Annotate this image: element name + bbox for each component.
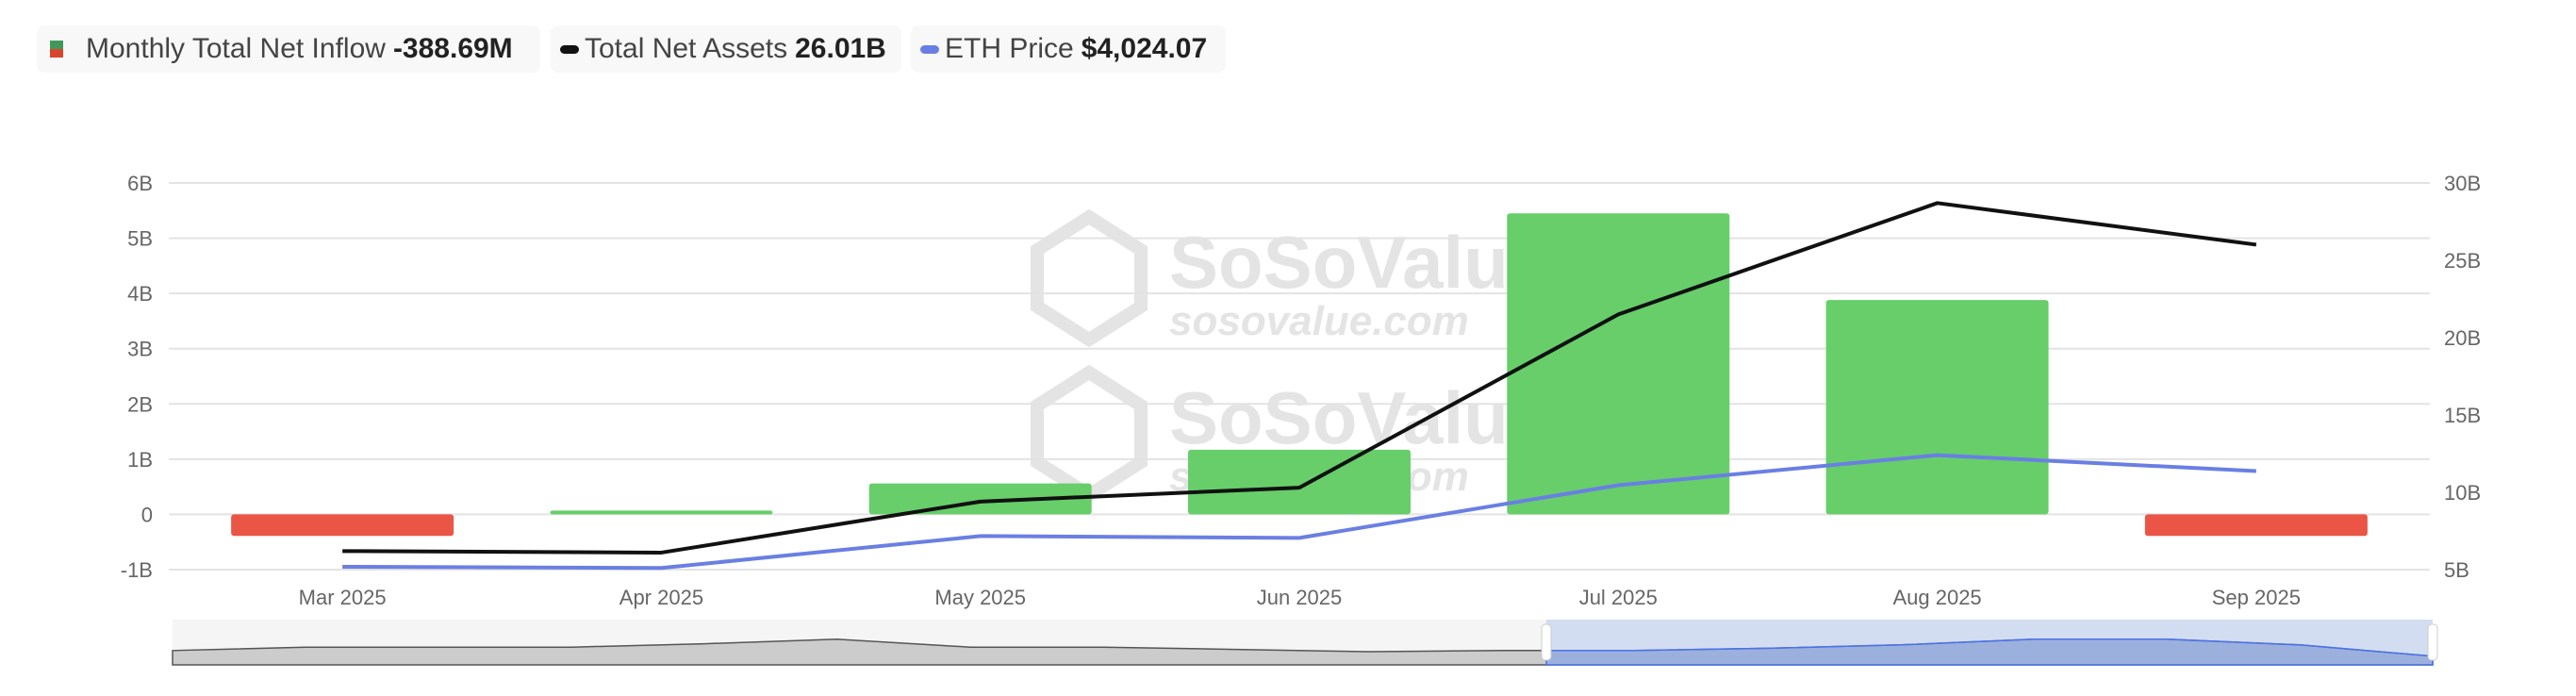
net-inflow-swatch-icon	[50, 41, 63, 58]
watermark-url: sosovalue.com	[1169, 298, 1469, 344]
x-axis-tick: Sep 2025	[2212, 586, 2301, 609]
legend-value: -388.69M	[392, 33, 513, 64]
right-axis-tick: 20B	[2444, 326, 2481, 350]
left-axis-tick: 4B	[127, 282, 153, 306]
bar-sep-2025	[2144, 514, 2368, 537]
legend-value: $4,024.07	[1081, 33, 1208, 64]
lines	[342, 201, 2257, 571]
sosovalue-logo-icon	[1031, 364, 1148, 504]
navigator[interactable]	[172, 620, 2438, 666]
left-axis-tick: 3B	[127, 338, 153, 361]
bar-mar-2025	[231, 514, 454, 537]
left-axis-tick: 2B	[127, 392, 153, 416]
x-axis-tick: Apr 2025	[619, 586, 703, 609]
legend-label: Total Net Assets	[585, 33, 788, 64]
watermark-brand: SoSoValue	[1169, 221, 1549, 304]
sosovalue-logo-icon	[1031, 208, 1148, 348]
legend-total-net-assets[interactable]: Total Net Assets 26.01B	[551, 25, 901, 73]
eth-price-swatch-icon	[920, 44, 939, 54]
left-axis: 6B 5B 4B 3B 2B 1B 0 -1B	[121, 172, 153, 582]
bar-jul-2025	[1507, 213, 1730, 515]
net-assets-swatch-icon	[560, 44, 579, 54]
left-axis-tick: 5B	[127, 227, 153, 251]
legend-value: 26.01B	[795, 33, 886, 64]
bar-jun-2025	[1188, 449, 1411, 515]
legend-label: Monthly Total Net Inflow	[86, 33, 386, 64]
watermark-brand: SoSoValue	[1169, 376, 1549, 459]
right-axis-tick: 25B	[2444, 249, 2481, 273]
right-axis-tick: 10B	[2444, 481, 2481, 505]
left-axis-tick: -1B	[121, 558, 153, 582]
x-axis-tick: Mar 2025	[299, 586, 387, 609]
x-axis-tick: May 2025	[934, 586, 1026, 609]
navigator-handle[interactable]	[1541, 623, 1552, 661]
right-axis-tick: 30B	[2444, 172, 2481, 195]
right-axis-tick: 15B	[2444, 404, 2481, 427]
legend-eth-price[interactable]: ETH Price $4,024.07	[911, 25, 1226, 73]
x-axis: Mar 2025 Apr 2025 May 2025 Jun 2025 Jul 2025…	[299, 586, 2301, 609]
legend-label: ETH Price	[945, 33, 1074, 64]
left-axis-tick: 6B	[127, 172, 153, 195]
navigator-handle[interactable]	[2427, 623, 2438, 661]
x-axis-tick: Jul 2025	[1579, 586, 1658, 609]
bar-may-2025	[868, 483, 1092, 515]
left-axis-tick: 0	[141, 503, 153, 526]
bar-aug-2025	[1825, 300, 2049, 515]
left-axis-tick: 1B	[127, 448, 153, 472]
x-axis-tick: Jun 2025	[1257, 586, 1343, 609]
x-axis-tick: Aug 2025	[1892, 586, 1981, 609]
navigator-selection	[1546, 620, 2433, 665]
legend-net-inflow[interactable]: Monthly Total Net Inflow -388.69M	[37, 25, 540, 73]
bar-apr-2025	[550, 510, 773, 515]
right-axis: 30B 25B 20B 15B 10B 5B	[2444, 172, 2481, 582]
right-axis-tick: 5B	[2444, 558, 2469, 582]
